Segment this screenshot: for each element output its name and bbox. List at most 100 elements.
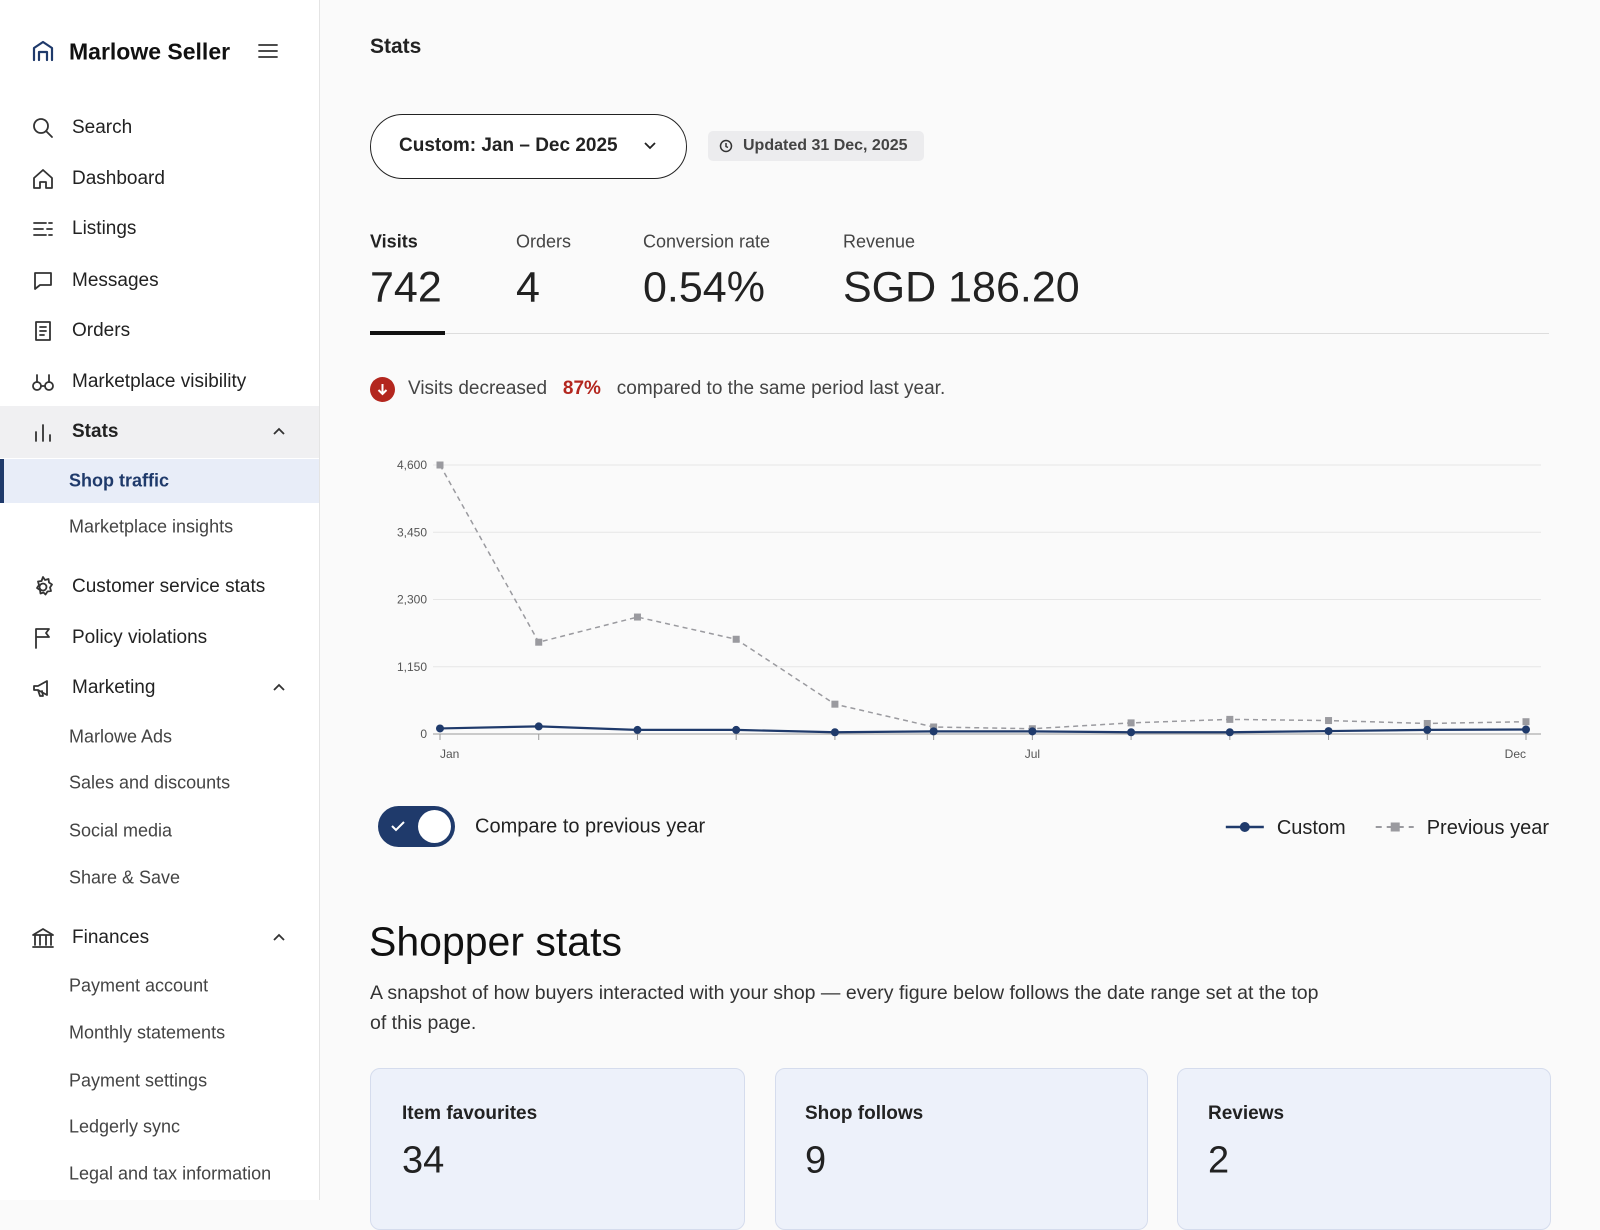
stat-card: Reviews 2 [1177,1068,1551,1230]
card-value: 9 [805,1139,827,1182]
nav-item[interactable]: Dashboard [72,168,165,189]
nav-selected-bg [0,459,319,503]
metric-label[interactable]: Revenue [843,231,916,252]
y-tick-label: 1,150 [397,660,427,674]
card-value: 34 [402,1139,445,1182]
point [1423,719,1431,727]
y-tick-label: 2,300 [397,593,427,607]
chevron[interactable] [272,681,286,695]
metric-label[interactable]: Conversion rate [643,231,771,252]
brand-logo [32,40,54,62]
decrease-icon [370,377,395,402]
point [436,461,444,469]
nav-subitem[interactable]: Payment settings [69,1070,208,1091]
x-tick-label: Dec [1505,747,1526,761]
nav-subitem[interactable]: Legal and tax information [69,1163,272,1184]
card-title: Shop follows [805,1103,924,1124]
menu-button[interactable] [256,39,280,63]
nav-item[interactable]: Policy violations [72,627,208,648]
point [1325,717,1333,725]
nav-item[interactable]: Marketplace visibility [72,371,247,392]
active-tab-indicator [370,331,445,335]
nav-subitem[interactable]: Marlowe Ads [69,726,173,747]
point [633,613,641,621]
check-icon [391,821,405,832]
icon [33,118,53,138]
nav-group[interactable]: Marketing [72,677,156,698]
icon [35,321,51,341]
x-tick-label: Jul [1025,747,1040,761]
point [534,722,543,731]
nav-subitem[interactable]: Monthly statements [69,1022,226,1043]
notice-change: 87% [562,378,601,399]
toggle-label: Compare to previous year [475,815,706,838]
date-range: Custom: Jan – Dec 2025 [399,135,618,156]
nav-item[interactable]: Search [72,117,133,138]
stat-card: Shop follows 9 [775,1068,1148,1230]
series-line [439,464,1527,730]
point [732,635,740,643]
metric-value: SGD 186.20 [843,263,1080,312]
point [930,723,938,731]
stat-card: Item favourites 34 [370,1068,745,1230]
nav-subitem[interactable]: Marketplace insights [69,516,234,537]
point [1127,719,1135,727]
point [1225,728,1234,737]
point [1522,725,1530,734]
point [633,725,642,734]
page: Marlowe Seller Search Dashboard Listings… [0,0,1551,1230]
icon [35,424,51,442]
notice-text: Visits decreased [408,378,548,399]
nav-group[interactable]: Finances [72,927,150,948]
y-tick-label: 4,600 [397,458,427,472]
date-range-button[interactable]: Custom: Jan – Dec 2025 [370,114,687,179]
point [1127,728,1136,737]
compare-toggle[interactable] [378,806,455,847]
series-line [439,725,1527,734]
metric-label[interactable]: Orders [516,231,572,252]
divider [370,333,1549,334]
nav-group[interactable]: Stats [72,421,119,442]
icon [35,628,50,649]
point [535,638,543,646]
point [929,727,938,736]
legend-marker [1390,822,1400,832]
nav-subitem[interactable]: Ledgerly sync [69,1116,181,1137]
page-title: Stats [370,35,422,58]
x-tick-label: Jan [440,747,459,761]
icon [33,680,48,697]
nav-item[interactable]: Listings [72,218,137,239]
metric-value: 742 [370,263,442,312]
metric-value: 4 [516,263,540,312]
icon [33,222,53,236]
legend-label: Custom [1277,817,1346,839]
nav-item[interactable]: Orders [72,320,131,341]
brand: Marlowe Seller [69,38,231,65]
icon [33,169,53,189]
chevron[interactable] [272,425,286,439]
nav-subitem[interactable]: Share & Save [69,867,181,888]
section-title: Shopper stats [369,918,622,965]
chevron[interactable] [272,931,286,945]
nav-subitem[interactable]: Sales and discounts [69,772,231,793]
notice: Visits decreased 87% compared to the sam… [408,378,945,400]
chevron [644,142,656,150]
point [1522,718,1530,726]
nav-subitem[interactable]: Social media [69,820,173,841]
icon [32,928,54,948]
updated-text: Updated 31 Dec, 2025 [743,137,908,154]
metric-label[interactable]: Visits [370,231,418,252]
nav-item[interactable]: Customer service stats [72,576,266,597]
updated-badge: Updated 31 Dec, 2025 [708,131,924,161]
nav-subitem[interactable]: Shop traffic [69,470,170,491]
nav-subitem[interactable]: Payment account [69,975,209,996]
icon [32,374,54,391]
notice-text: compared to the same period last year. [616,378,946,399]
toggle-knob [418,810,451,843]
nav-item[interactable]: Messages [72,270,159,291]
icon [36,576,53,596]
nav-active-bg [0,406,319,458]
legend-label: Previous year [1427,817,1550,839]
sidebar: Marlowe Seller Search Dashboard Listings… [0,0,320,1200]
card-title: Reviews [1208,1103,1285,1124]
